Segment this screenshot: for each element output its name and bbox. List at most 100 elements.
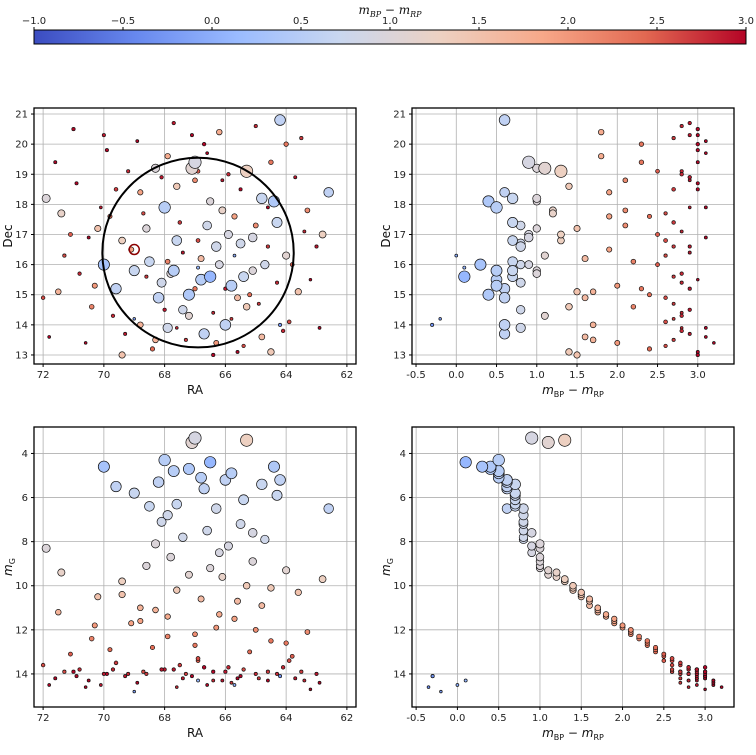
data-point xyxy=(671,220,676,225)
data-point xyxy=(515,277,526,288)
data-point xyxy=(589,321,597,329)
data-point xyxy=(211,669,216,674)
x-tick-label: 70 xyxy=(98,713,111,724)
data-point xyxy=(299,669,304,674)
colorbar-tick-label: −0.5 xyxy=(111,16,135,27)
data-point xyxy=(189,133,194,138)
data-point xyxy=(156,516,167,527)
data-point xyxy=(679,280,684,285)
data-point xyxy=(253,124,258,129)
points-ra-dec xyxy=(40,114,334,359)
data-point xyxy=(71,669,76,674)
data-point xyxy=(671,337,676,342)
data-point xyxy=(283,141,289,147)
data-point xyxy=(126,671,131,676)
data-point xyxy=(144,256,155,267)
data-point xyxy=(630,304,637,310)
data-point xyxy=(226,665,231,670)
x-tick-label: 68 xyxy=(158,370,171,381)
data-point xyxy=(663,295,668,300)
data-point xyxy=(152,292,165,304)
data-point xyxy=(581,294,589,302)
x-tick-label: 2.5 xyxy=(650,370,666,381)
y-tick-label: 17 xyxy=(393,230,406,241)
y-tick-label: 15 xyxy=(15,290,28,301)
data-point xyxy=(107,647,113,653)
colorbar-tick-label: 3.0 xyxy=(738,16,754,27)
data-point xyxy=(275,671,280,676)
data-point xyxy=(695,181,700,186)
data-point xyxy=(97,460,110,473)
data-point xyxy=(278,322,283,327)
colorbar-tick-label: 1.0 xyxy=(382,16,398,27)
data-point xyxy=(540,251,549,260)
data-point xyxy=(560,575,569,583)
data-point xyxy=(206,197,215,206)
data-point xyxy=(267,348,275,356)
data-point xyxy=(195,656,201,661)
data-point xyxy=(293,676,298,681)
x-tick-label: 66 xyxy=(219,370,232,381)
data-point xyxy=(118,591,126,599)
data-point xyxy=(195,238,201,243)
data-point xyxy=(238,494,249,506)
data-point xyxy=(678,676,683,681)
data-point xyxy=(137,189,144,196)
data-point xyxy=(438,317,442,321)
data-point xyxy=(232,253,237,258)
data-point xyxy=(128,487,140,499)
y-tick-label: 18 xyxy=(15,200,28,211)
data-point xyxy=(151,539,160,549)
data-point xyxy=(490,264,503,277)
colorbar-title: mBP − mRP xyxy=(358,3,422,19)
data-point xyxy=(137,617,144,625)
data-point xyxy=(638,159,645,165)
data-point xyxy=(314,671,319,676)
data-point xyxy=(183,671,188,676)
data-point xyxy=(515,322,526,333)
data-point xyxy=(206,564,215,573)
data-point xyxy=(426,685,431,689)
data-point xyxy=(524,232,534,243)
data-point xyxy=(226,172,231,177)
x-tick-label: 1.5 xyxy=(569,370,585,381)
data-point xyxy=(506,192,519,204)
data-point xyxy=(602,611,610,618)
y-tick-label: 16 xyxy=(393,260,406,271)
y-tick-label: 19 xyxy=(15,170,28,181)
data-point xyxy=(118,351,126,359)
y-tick-label: 6 xyxy=(22,493,28,504)
data-point xyxy=(663,238,668,243)
data-point xyxy=(188,431,202,445)
colorbar-tick-label: 2.5 xyxy=(649,16,665,27)
data-point xyxy=(669,656,675,661)
data-point xyxy=(490,201,503,214)
data-point xyxy=(183,337,188,342)
y-tick-label: 4 xyxy=(400,449,406,460)
data-point xyxy=(655,232,660,237)
x-tick-label: 0.0 xyxy=(449,713,465,724)
x-tick-label: 2.0 xyxy=(609,370,625,381)
y-tick-label: 20 xyxy=(15,140,28,151)
data-point xyxy=(695,187,700,192)
data-point xyxy=(159,175,164,180)
data-point xyxy=(274,474,286,486)
data-point xyxy=(606,246,613,253)
y-tick-label: 20 xyxy=(393,140,406,151)
data-point xyxy=(242,582,251,590)
x-tick-label: -0.5 xyxy=(406,713,426,724)
data-point xyxy=(695,133,700,138)
data-point xyxy=(671,187,676,192)
data-point xyxy=(318,575,327,583)
data-point xyxy=(544,566,553,575)
data-point xyxy=(267,584,275,592)
data-point xyxy=(68,651,73,657)
data-point xyxy=(532,224,541,233)
data-point xyxy=(89,304,95,310)
data-point xyxy=(703,205,708,210)
data-point xyxy=(492,453,505,467)
data-point xyxy=(669,662,675,668)
data-point xyxy=(498,114,511,126)
data-point xyxy=(535,539,545,549)
data-point xyxy=(234,294,241,302)
